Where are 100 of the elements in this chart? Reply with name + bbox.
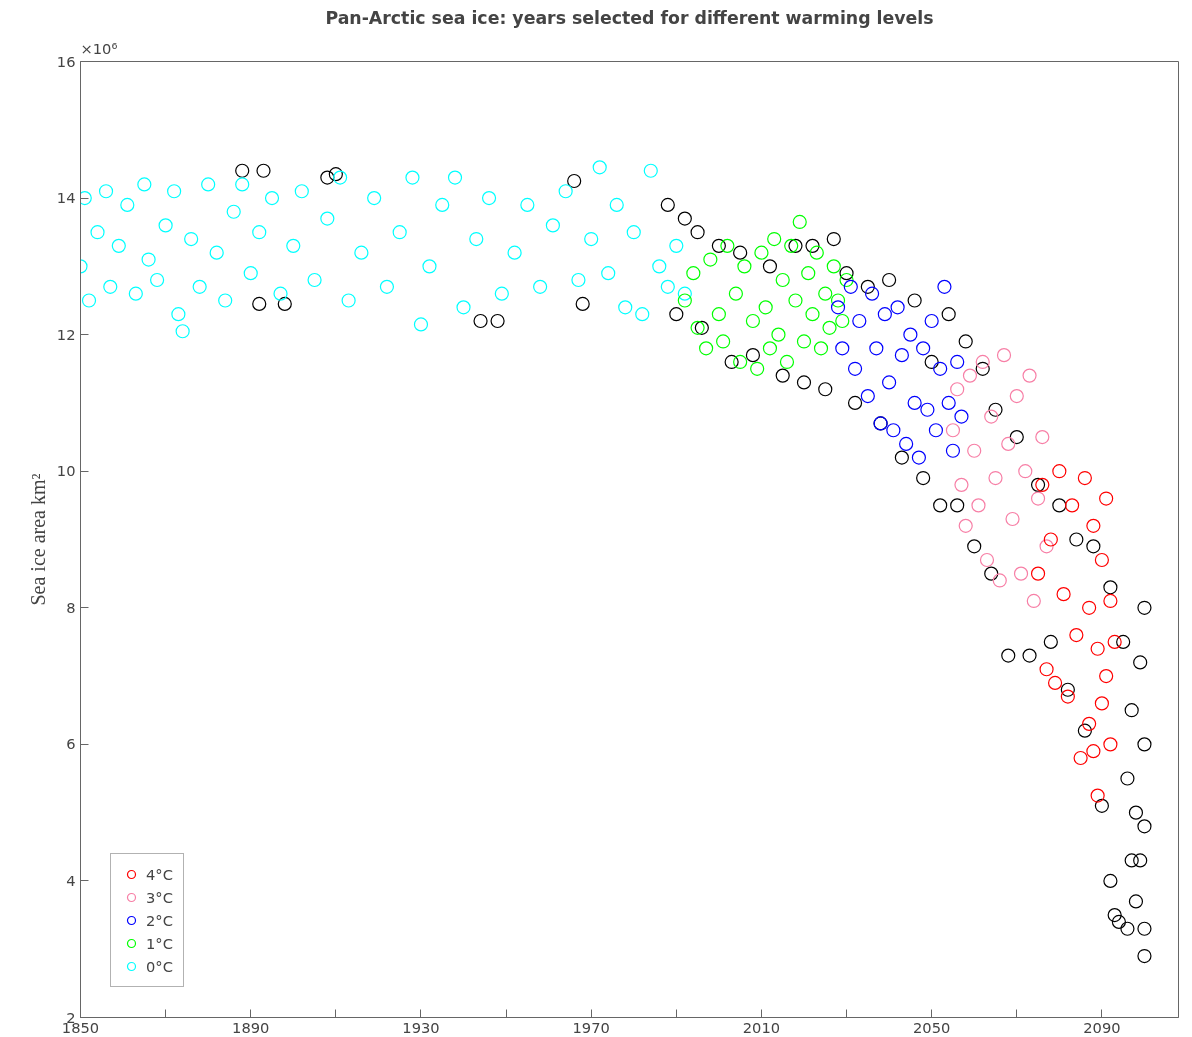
point xyxy=(962,368,978,383)
point xyxy=(1035,477,1050,492)
chart-title: Pan-Arctic sea ice: years selected for different warming levels xyxy=(325,7,934,28)
x-tick-label: 1890 xyxy=(232,1018,270,1036)
point xyxy=(1052,464,1067,479)
point xyxy=(847,361,863,376)
x-tick-label: 1970 xyxy=(572,1018,610,1036)
point xyxy=(945,443,961,458)
point xyxy=(728,286,743,301)
point xyxy=(1030,491,1046,506)
legend-label: 3°C xyxy=(146,888,173,906)
point xyxy=(950,382,965,397)
point xyxy=(937,279,952,294)
point xyxy=(877,307,892,322)
x-tick-label: 2010 xyxy=(742,1018,781,1036)
text: ×10⁶ xyxy=(80,39,118,57)
point xyxy=(975,354,990,370)
point xyxy=(886,423,901,438)
point xyxy=(1099,668,1114,684)
point xyxy=(1009,389,1024,404)
point xyxy=(1022,368,1037,383)
y-axis-title: Sea ice area km² xyxy=(26,473,49,606)
point xyxy=(1060,689,1075,704)
point xyxy=(839,272,854,288)
point xyxy=(864,286,880,301)
legend-label: 4°C xyxy=(146,865,173,883)
point xyxy=(1069,628,1084,643)
point xyxy=(754,245,769,260)
point xyxy=(737,259,752,274)
point xyxy=(950,354,965,370)
point xyxy=(805,307,820,322)
point xyxy=(750,361,765,376)
y-tick-label: 12 xyxy=(56,325,76,343)
point xyxy=(835,313,850,329)
point xyxy=(767,231,782,247)
point xyxy=(967,443,982,458)
point xyxy=(711,307,726,322)
point xyxy=(882,375,897,390)
legend-label: 2°C xyxy=(146,911,173,929)
point xyxy=(677,293,692,308)
point xyxy=(1077,470,1092,486)
point xyxy=(860,389,875,404)
point xyxy=(928,423,944,438)
point xyxy=(916,341,931,356)
point xyxy=(733,354,748,370)
point xyxy=(1094,696,1109,711)
point xyxy=(762,341,778,356)
point xyxy=(1086,744,1101,759)
point xyxy=(890,300,905,315)
point xyxy=(1065,498,1080,513)
y-tick-label: 10 xyxy=(56,462,76,480)
point xyxy=(924,313,939,329)
point xyxy=(826,259,841,274)
x-tick-label: 2090 xyxy=(1083,1018,1121,1036)
point xyxy=(971,498,986,513)
point xyxy=(745,313,761,329)
point xyxy=(1090,788,1105,803)
x-tick-label: 1930 xyxy=(402,1018,440,1036)
point xyxy=(911,450,926,465)
point xyxy=(1086,518,1101,533)
y-tick-label: 8 xyxy=(66,598,76,616)
point xyxy=(703,252,718,267)
point xyxy=(1001,436,1016,451)
legend-label: 0°C xyxy=(146,957,173,975)
point xyxy=(818,286,833,301)
point xyxy=(1047,675,1063,690)
point xyxy=(920,402,935,417)
point xyxy=(869,341,884,356)
point xyxy=(1035,429,1050,445)
point xyxy=(775,272,790,288)
y-tick-label: 14 xyxy=(56,189,76,207)
point xyxy=(813,341,829,356)
point xyxy=(1039,662,1054,677)
point xyxy=(1056,587,1071,602)
x-tick-label: 2050 xyxy=(913,1018,951,1036)
point xyxy=(1099,491,1114,506)
point xyxy=(992,573,1007,588)
point xyxy=(996,348,1012,363)
point xyxy=(1026,593,1041,609)
point xyxy=(945,423,961,438)
point xyxy=(954,409,969,424)
point xyxy=(796,334,812,349)
point xyxy=(933,361,948,376)
point xyxy=(1073,750,1088,766)
point xyxy=(830,293,846,308)
point xyxy=(1018,464,1033,479)
point xyxy=(699,341,714,356)
point xyxy=(958,518,973,533)
point xyxy=(852,313,867,329)
point xyxy=(801,266,816,281)
point xyxy=(988,470,1003,486)
point xyxy=(716,334,731,349)
point xyxy=(792,214,807,230)
point xyxy=(1030,566,1046,581)
point xyxy=(1103,593,1118,609)
point xyxy=(907,395,922,411)
point xyxy=(779,354,795,370)
point xyxy=(686,266,701,281)
point xyxy=(1090,641,1105,656)
point xyxy=(788,293,803,308)
